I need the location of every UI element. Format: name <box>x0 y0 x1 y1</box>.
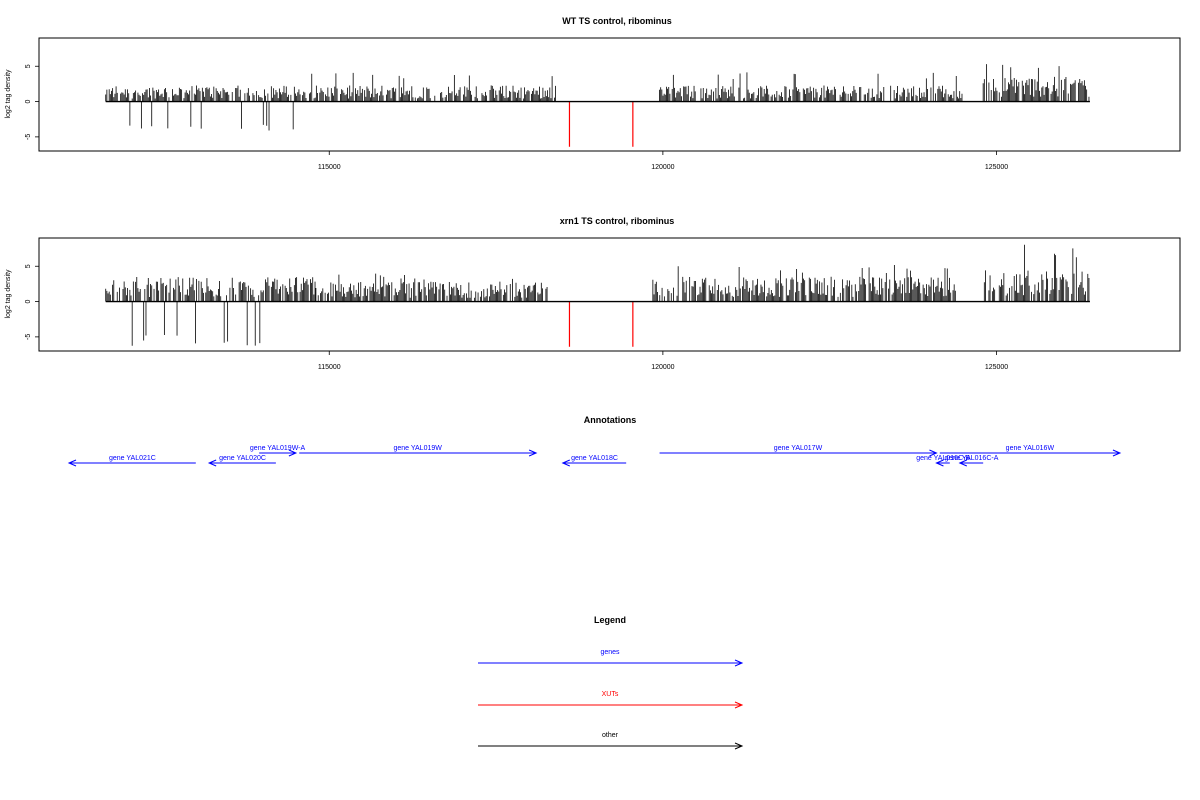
annotation-label: gene YAL017W <box>774 445 823 452</box>
annotation-feature: gene YAL019W <box>299 445 538 457</box>
annotation-arrowhead <box>67 459 77 467</box>
annotation-feature: gene YAL016C-A <box>945 455 999 467</box>
annotation-feature: gene YAL016C-B <box>916 455 970 467</box>
annotation-label: gene YAL021C <box>109 455 156 462</box>
track-xrn1-y-tick-label-1: 0 <box>25 300 32 304</box>
track-wt-signal-segment-3 <box>982 64 1090 102</box>
track-wt-signal-segment-2 <box>659 72 963 102</box>
track-wt-x-tick-label-1: 120000 <box>651 164 674 171</box>
track-xrn1-signal-segment-1 <box>315 273 548 302</box>
annotation-feature: gene YAL020C <box>207 455 276 467</box>
track-xrn1-xut-marks <box>568 301 634 347</box>
legend-entry: genes <box>478 649 744 667</box>
legend-arrowhead <box>734 742 744 750</box>
legend-entry: other <box>478 732 744 750</box>
track-xrn1-x-tick-label-2: 125000 <box>985 364 1008 371</box>
annotation-feature: gene YAL018C <box>561 455 627 467</box>
track-xrn1-signal-segment-3 <box>983 244 1090 302</box>
annotation-arrowhead <box>288 449 298 457</box>
track-xrn1-signal-segment-2 <box>652 264 956 302</box>
track-wt-title: WT TS control, ribominus <box>562 16 672 26</box>
annotation-arrowhead <box>935 459 944 467</box>
annotation-label: gene YAL018C <box>571 455 618 462</box>
annotations-title: Annotations <box>584 415 637 425</box>
annotation-label: gene YAL019W-A <box>250 445 306 452</box>
legend-title: Legend <box>594 615 626 625</box>
legend-arrowhead <box>734 701 744 709</box>
track-wt-signal-segment-1 <box>303 72 556 102</box>
track-wt-x-tick-label-2: 125000 <box>985 164 1008 171</box>
track-xrn1-x-tick-label-0: 115000 <box>318 364 341 371</box>
annotation-arrowhead <box>207 459 217 467</box>
track-xrn1-signal-segment-0 <box>105 276 316 346</box>
track-wt-ylabel: log2 tag density <box>5 69 12 119</box>
legend-label: other <box>602 732 619 739</box>
track-wt-bars <box>105 64 1090 131</box>
track-xrn1-y-tick-label-0: -5 <box>25 334 32 340</box>
annotations-panel: Annotations gene YAL021C gene YAL020Cgene… <box>67 415 1122 467</box>
annotation-features: gene YAL021C gene YAL020C gene YAL019W-A ge… <box>67 445 1122 467</box>
legend-label: genes <box>600 649 620 656</box>
track-wt-x-tick-label-0: 115000 <box>318 164 341 171</box>
legend-entries: genes XUTs other <box>478 649 744 750</box>
track-wt-xut-marks <box>568 101 634 147</box>
annotation-feature: gene YAL019W-A <box>250 445 306 457</box>
track-wt-y-tick-label-1: 0 <box>25 100 32 104</box>
track-wt-y-axis: -5 0 5 <box>25 64 40 140</box>
track-xrn1: xrn1 TS control, ribominus log2 tag dens… <box>5 216 1181 371</box>
track-wt-y-tick-label-2: 5 <box>25 64 32 68</box>
track-xrn1-x-axis: 115000 120000 125000 <box>318 350 1008 371</box>
annotation-arrowhead <box>958 459 968 467</box>
legend-entry: XUTs <box>478 691 744 709</box>
annotation-feature: gene YAL021C <box>67 455 196 467</box>
track-xrn1-y-axis: -5 0 5 <box>25 264 40 340</box>
annotation-label: gene YAL016W <box>1006 445 1055 452</box>
annotation-feature: gene YAL016W <box>939 445 1122 457</box>
legend-label: XUTs <box>602 691 619 698</box>
annotation-arrowhead <box>1112 449 1122 457</box>
track-wt-signal-segment-0 <box>105 85 303 131</box>
track-wt-y-tick-label-0: -5 <box>25 134 32 140</box>
annotation-label: gene YAL020C <box>219 455 266 462</box>
track-xrn1-y-tick-label-2: 5 <box>25 264 32 268</box>
track-xrn1-bars <box>105 244 1090 346</box>
annotation-label: gene YAL019W <box>393 445 442 452</box>
track-wt-x-axis: 115000 120000 125000 <box>318 150 1008 171</box>
annotation-label: gene YAL016C-A <box>945 455 999 462</box>
annotation-arrowhead <box>561 459 570 467</box>
annotation-arrowhead <box>528 449 538 457</box>
annotation-arrowhead <box>929 449 938 457</box>
track-wt: WT TS control, ribominus log2 tag densit… <box>5 16 1181 171</box>
track-xrn1-title: xrn1 TS control, ribominus <box>560 216 675 226</box>
track-xrn1-ylabel: log2 tag density <box>5 269 12 319</box>
annotation-label: gene YAL016C-B <box>916 455 970 462</box>
legend-panel: Legend genes XUTs other <box>478 615 744 750</box>
track-xrn1-x-tick-label-1: 120000 <box>651 364 674 371</box>
legend-arrowhead <box>734 659 744 667</box>
annotation-feature: gene YAL017W <box>659 445 938 457</box>
